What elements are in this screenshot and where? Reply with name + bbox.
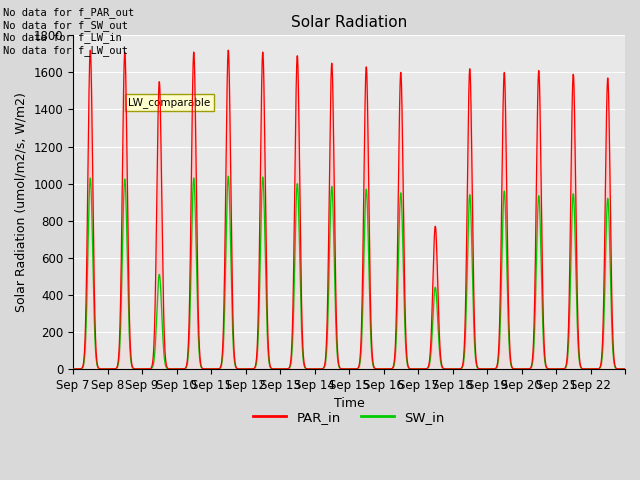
Text: LW_comparable: LW_comparable bbox=[128, 97, 211, 108]
Title: Solar Radiation: Solar Radiation bbox=[291, 15, 407, 30]
Y-axis label: Solar Radiation (umol/m2/s, W/m2): Solar Radiation (umol/m2/s, W/m2) bbox=[15, 92, 28, 312]
Legend: PAR_in, SW_in: PAR_in, SW_in bbox=[248, 406, 450, 429]
X-axis label: Time: Time bbox=[333, 397, 364, 410]
Text: No data for f_PAR_out
No data for f_SW_out
No data for f_LW_in
No data for f_LW_: No data for f_PAR_out No data for f_SW_o… bbox=[3, 7, 134, 56]
